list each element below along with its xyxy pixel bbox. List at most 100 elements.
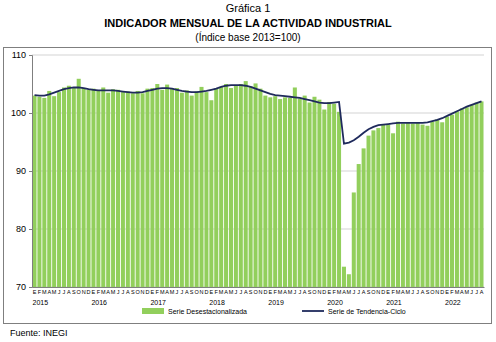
- x-tick-label: N: [435, 289, 439, 295]
- x-tick: M: [160, 287, 165, 295]
- legend-swatch: [142, 308, 164, 314]
- x-tick-label: M: [170, 289, 175, 295]
- x-tick-label: J: [239, 289, 242, 295]
- source: Fuente: INEGI: [10, 328, 68, 338]
- x-tick-label: E: [92, 289, 96, 295]
- x-tick-label: D: [145, 289, 149, 295]
- x-tick-label: S: [367, 289, 371, 295]
- x-tick-label: M: [455, 289, 460, 295]
- bar: [475, 103, 479, 287]
- x-tick: J: [298, 287, 301, 295]
- x-tick: S: [367, 287, 371, 295]
- x-tick: N: [141, 287, 145, 295]
- x-tick: D: [440, 287, 444, 295]
- x-tick: J: [470, 287, 473, 295]
- x-tick: M: [278, 287, 283, 295]
- x-tick-label: J: [470, 289, 473, 295]
- y-tick: 80: [16, 224, 32, 234]
- year-label: 2019: [268, 299, 284, 306]
- x-tick: M: [111, 287, 116, 295]
- bar: [62, 87, 66, 287]
- year-label: 2021: [386, 299, 402, 306]
- bar: [327, 102, 331, 287]
- bar: [308, 103, 312, 287]
- bar: [72, 88, 76, 287]
- bar: [145, 89, 149, 287]
- x-tick: S: [249, 287, 253, 295]
- y-tick-mark: [29, 287, 32, 288]
- x-tick: E: [268, 287, 272, 295]
- bar: [411, 123, 415, 287]
- bar: [450, 115, 454, 287]
- x-tick-label: J: [63, 289, 66, 295]
- x-tick: M: [347, 287, 352, 295]
- x-tick-label: M: [347, 289, 352, 295]
- bar: [96, 90, 100, 287]
- x-tick-label: N: [258, 289, 262, 295]
- bar: [77, 79, 81, 287]
- subtitle: (Índice base 2013=100): [195, 31, 300, 43]
- bar: [322, 110, 326, 287]
- bar: [332, 104, 336, 287]
- x-tick: J: [180, 287, 183, 295]
- x-tick: J: [411, 287, 414, 295]
- y-tick-mark: [29, 113, 32, 114]
- x-tick-label: N: [317, 289, 321, 295]
- x-tick: J: [475, 287, 478, 295]
- bar: [204, 92, 208, 287]
- bar: [190, 96, 194, 287]
- bar: [150, 88, 154, 287]
- bar: [165, 85, 169, 287]
- x-axis-line: [33, 287, 485, 288]
- x-tick: N: [258, 287, 262, 295]
- x-tick: D: [263, 287, 267, 295]
- x-tick: A: [106, 287, 110, 295]
- x-axis: EFMAMJJASONDEFMAMJJASONDEFMAMJJASONDEFMA…: [33, 287, 485, 295]
- bar: [386, 125, 390, 287]
- x-tick-label: J: [352, 289, 355, 295]
- bar: [298, 99, 302, 288]
- legend: Serie DesestacionalizadaSerie de Tendenc…: [142, 308, 406, 315]
- x-tick: M: [464, 287, 469, 295]
- x-tick-label: A: [47, 289, 51, 295]
- y-tick-label: 70: [16, 282, 26, 292]
- bar: [317, 100, 321, 287]
- x-tick-label: M: [464, 289, 469, 295]
- x-tick: J: [239, 287, 242, 295]
- x-tick: A: [401, 287, 405, 295]
- bar: [224, 84, 228, 287]
- x-tick-label: A: [185, 289, 189, 295]
- x-tick: J: [176, 287, 179, 295]
- x-tick: A: [283, 287, 287, 295]
- grid-line: [32, 55, 484, 56]
- x-tick-label: A: [283, 289, 287, 295]
- x-tick: E: [327, 287, 331, 295]
- x-tick: M: [170, 287, 175, 295]
- x-tick-label: D: [381, 289, 385, 295]
- year-label: 2017: [150, 299, 166, 306]
- x-tick-label: S: [426, 289, 430, 295]
- x-tick-label: J: [117, 289, 120, 295]
- x-tick: A: [126, 287, 130, 295]
- bar: [440, 122, 444, 287]
- x-tick: E: [210, 287, 214, 295]
- bar: [214, 89, 218, 287]
- y-tick-label: 110: [12, 50, 26, 60]
- bar: [303, 96, 307, 287]
- year-label: 2018: [209, 299, 225, 306]
- y-tick-label: 90: [16, 166, 26, 176]
- x-tick-label: M: [111, 289, 116, 295]
- x-tick-label: J: [293, 289, 296, 295]
- x-tick: A: [67, 287, 71, 295]
- year-label: 2022: [445, 299, 461, 306]
- bar: [376, 128, 380, 287]
- x-tick-label: M: [337, 289, 342, 295]
- bar: [101, 87, 105, 287]
- bar: [180, 93, 184, 287]
- bar: [116, 90, 120, 287]
- bar: [121, 92, 125, 287]
- x-tick: N: [200, 287, 204, 295]
- x-tick-label: S: [190, 289, 194, 295]
- x-tick: S: [426, 287, 430, 295]
- x-tick: A: [362, 287, 366, 295]
